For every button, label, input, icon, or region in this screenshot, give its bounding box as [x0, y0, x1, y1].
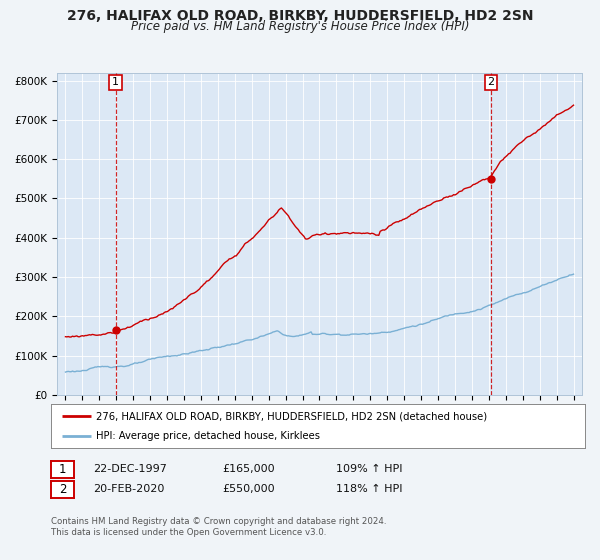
- Text: 118% ↑ HPI: 118% ↑ HPI: [336, 484, 403, 494]
- Text: 1: 1: [59, 463, 66, 476]
- Text: Price paid vs. HM Land Registry's House Price Index (HPI): Price paid vs. HM Land Registry's House …: [131, 20, 469, 32]
- Text: This data is licensed under the Open Government Licence v3.0.: This data is licensed under the Open Gov…: [51, 528, 326, 536]
- Text: 2: 2: [487, 77, 494, 87]
- Text: 276, HALIFAX OLD ROAD, BIRKBY, HUDDERSFIELD, HD2 2SN: 276, HALIFAX OLD ROAD, BIRKBY, HUDDERSFI…: [67, 9, 533, 23]
- Text: 109% ↑ HPI: 109% ↑ HPI: [336, 464, 403, 474]
- Text: 20-FEB-2020: 20-FEB-2020: [93, 484, 164, 494]
- Text: 2: 2: [59, 483, 66, 496]
- Text: 22-DEC-1997: 22-DEC-1997: [93, 464, 167, 474]
- Text: Contains HM Land Registry data © Crown copyright and database right 2024.: Contains HM Land Registry data © Crown c…: [51, 517, 386, 526]
- Text: £550,000: £550,000: [222, 484, 275, 494]
- Text: 1: 1: [112, 77, 119, 87]
- Text: £165,000: £165,000: [222, 464, 275, 474]
- Text: 276, HALIFAX OLD ROAD, BIRKBY, HUDDERSFIELD, HD2 2SN (detached house): 276, HALIFAX OLD ROAD, BIRKBY, HUDDERSFI…: [97, 411, 488, 421]
- Text: HPI: Average price, detached house, Kirklees: HPI: Average price, detached house, Kirk…: [97, 431, 320, 441]
